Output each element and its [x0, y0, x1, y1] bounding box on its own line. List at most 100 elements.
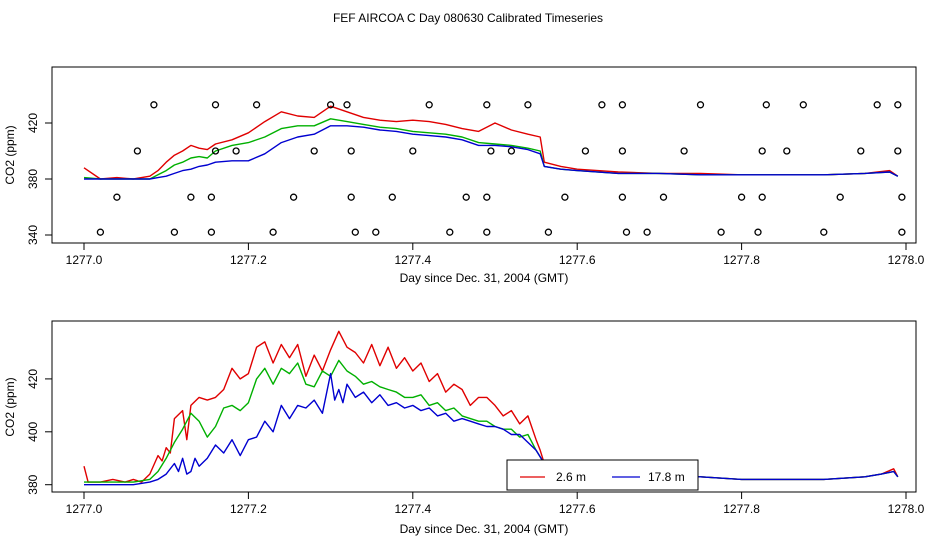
top-chart-panel: 1277.0 1277.2 1277.4 1277.6 1277.8 1278.0 340… — [3, 66, 925, 285]
marker-point — [211, 147, 220, 155]
marker-point — [446, 228, 454, 236]
x-tick-label: 1277.4 — [394, 502, 431, 516]
marker-point — [717, 228, 725, 236]
bottom-x-axis-label: Day since Dec. 31, 2004 (GMT) — [400, 522, 569, 536]
marker-point — [622, 228, 631, 236]
top-series-lines — [83, 105, 899, 180]
marker-point — [487, 147, 495, 155]
marker-point — [898, 193, 906, 201]
marker-point — [894, 101, 902, 109]
legend: 2.6 m 17.8 m — [506, 459, 699, 491]
marker-point — [581, 147, 590, 155]
top-y-axis: 340 380 420 — [26, 113, 52, 245]
marker-point — [544, 228, 553, 236]
marker-point — [618, 101, 627, 109]
x-tick-label: 1277.8 — [723, 502, 760, 516]
marker-point — [762, 101, 770, 109]
marker-point — [372, 228, 380, 236]
marker-point — [289, 193, 298, 201]
marker-point — [598, 101, 606, 109]
y-tick-label: 420 — [26, 113, 40, 133]
marker-point — [347, 193, 355, 201]
marker-point — [96, 228, 105, 236]
legend-label-2-6m: 2.6 m — [556, 470, 586, 484]
marker-point — [187, 193, 195, 201]
marker-point — [799, 101, 807, 109]
marker-point — [857, 147, 865, 155]
marker-point — [836, 193, 844, 201]
top-plot-frame — [51, 66, 917, 244]
marker-point — [347, 147, 355, 155]
marker-point — [659, 193, 668, 201]
marker-point — [150, 101, 158, 109]
x-tick-label: 1278.0 — [888, 502, 925, 516]
marker-point — [758, 193, 766, 201]
marker-point — [820, 228, 828, 236]
x-tick-label: 1277.6 — [559, 502, 596, 516]
marker-point — [894, 147, 902, 155]
y-tick-label: 380 — [26, 169, 40, 189]
marker-point — [483, 193, 491, 201]
legend-box — [506, 459, 699, 491]
marker-point — [133, 147, 142, 155]
marker-point — [680, 147, 688, 155]
x-tick-label: 1277.0 — [66, 253, 103, 267]
top-marker-points — [96, 101, 906, 236]
marker-point — [643, 228, 651, 236]
marker-point — [170, 228, 179, 236]
marker-point — [310, 147, 318, 155]
marker-point — [696, 101, 705, 109]
top-y-axis-label: CO2 (ppm) — [3, 125, 17, 184]
bottom-plot-frame — [51, 320, 917, 493]
x-tick-label: 1278.0 — [888, 253, 925, 267]
x-tick-label: 1277.8 — [723, 253, 760, 267]
marker-point — [113, 193, 121, 201]
marker-point — [618, 193, 627, 201]
marker-point — [783, 147, 791, 155]
marker-point — [483, 101, 491, 109]
marker-point — [758, 147, 766, 155]
marker-point — [507, 147, 516, 155]
y-tick-label: 400 — [26, 421, 40, 441]
marker-point — [737, 193, 746, 201]
marker-point — [388, 193, 396, 201]
series-line-blue — [84, 125, 899, 180]
marker-point — [207, 228, 216, 236]
marker-point — [343, 101, 351, 109]
x-tick-label: 1277.0 — [66, 502, 103, 516]
x-tick-label: 1277.2 — [230, 502, 267, 516]
marker-point — [232, 147, 240, 155]
marker-point — [898, 228, 906, 236]
marker-point — [561, 193, 569, 201]
bottom-series-lines — [83, 330, 899, 486]
marker-point — [873, 101, 881, 109]
marker-point — [483, 228, 491, 236]
y-tick-label: 340 — [26, 225, 40, 245]
x-tick-label: 1277.6 — [559, 253, 596, 267]
marker-point — [211, 101, 220, 109]
marker-point — [524, 101, 532, 109]
marker-point — [754, 228, 762, 236]
series-line-red — [83, 105, 899, 180]
y-tick-label: 420 — [26, 369, 40, 389]
top-x-axis: 1277.0 1277.2 1277.4 1277.6 1277.8 1278.0 — [66, 243, 925, 267]
x-tick-label: 1277.4 — [394, 253, 431, 267]
marker-point — [207, 193, 216, 201]
x-tick-label: 1277.2 — [230, 253, 267, 267]
marker-point — [326, 101, 335, 109]
bottom-y-axis: 380 400 420 — [26, 369, 52, 495]
marker-point — [409, 147, 417, 155]
bottom-chart-panel: 1277.0 1277.2 1277.4 1277.6 1277.8 1278.0 380… — [3, 320, 925, 536]
marker-point — [252, 101, 261, 109]
legend-label-17-8m: 17.8 m — [648, 470, 685, 484]
series-line-green — [84, 359, 899, 483]
marker-point — [618, 147, 627, 155]
y-tick-label: 380 — [26, 474, 40, 494]
top-x-axis-label: Day since Dec. 31, 2004 (GMT) — [400, 271, 569, 285]
marker-point — [351, 228, 359, 236]
series-line-blue — [84, 372, 899, 486]
marker-point — [425, 101, 433, 109]
bottom-y-axis-label: CO2 (ppm) — [3, 377, 17, 436]
marker-point — [462, 193, 470, 201]
